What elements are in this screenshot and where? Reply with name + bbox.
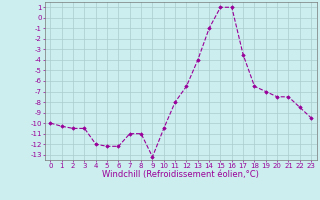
X-axis label: Windchill (Refroidissement éolien,°C): Windchill (Refroidissement éolien,°C) bbox=[102, 170, 259, 179]
